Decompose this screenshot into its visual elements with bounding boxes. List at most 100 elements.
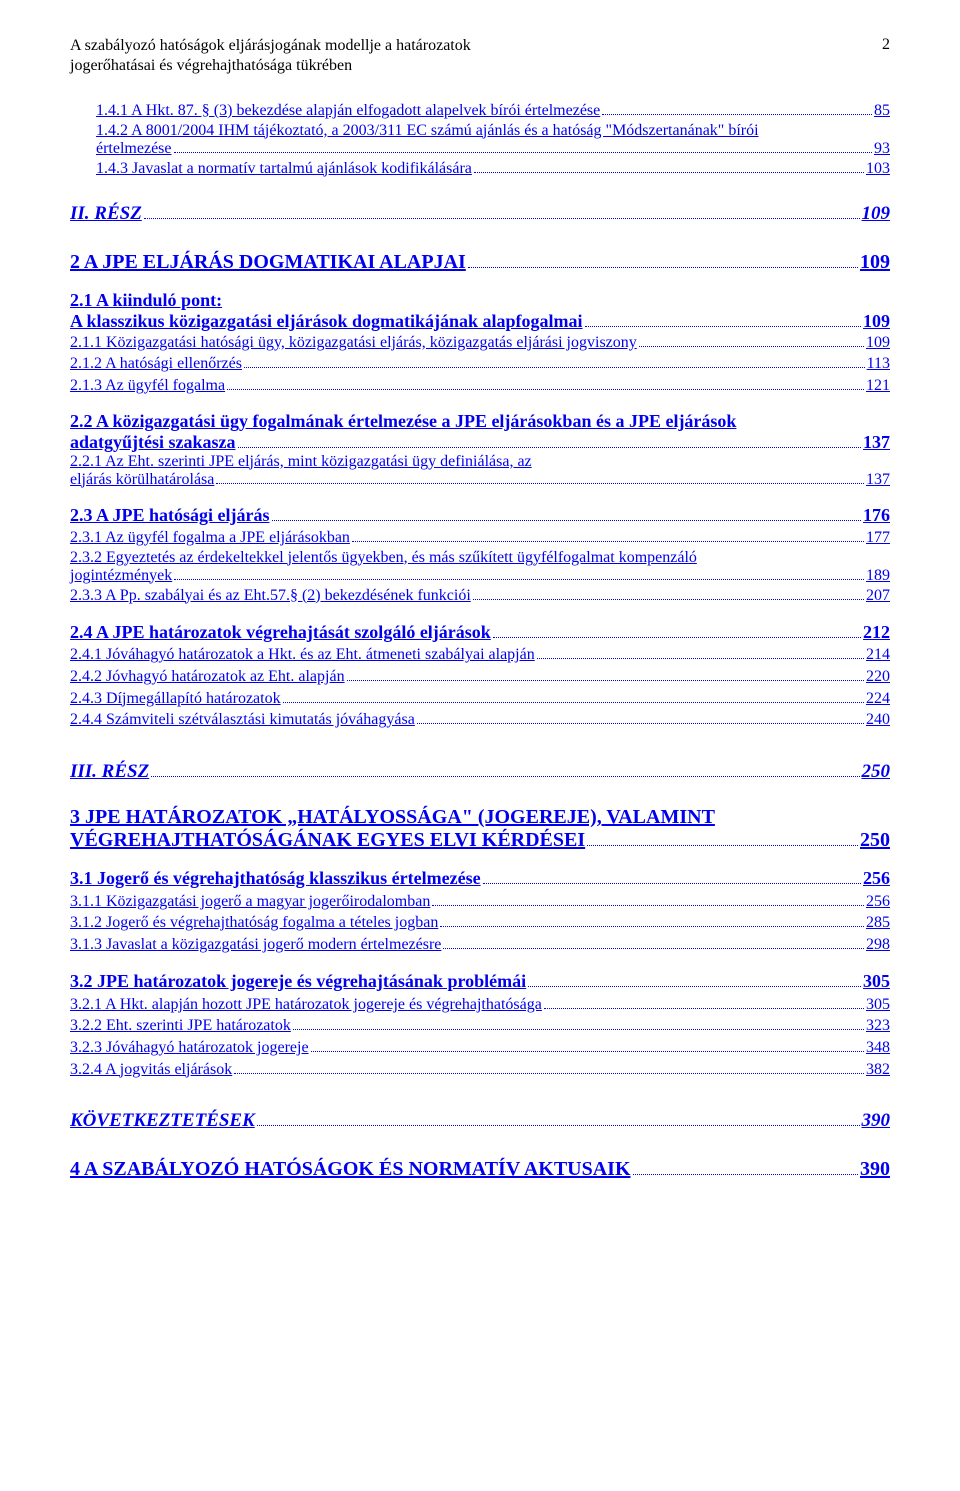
toc-link[interactable]: 2.2 A közigazgatási ügy fogalmának értel… [70, 411, 890, 432]
toc-entry: 3.2.3 Jóváhagyó határozatok jogereje 348 [70, 1037, 890, 1059]
toc-page[interactable]: 390 [860, 1156, 890, 1183]
toc-link[interactable]: 2.4.4 Számviteli szétválasztási kimutatá… [70, 709, 415, 731]
toc-page[interactable]: 189 [866, 567, 890, 585]
toc-page[interactable]: 390 [862, 1108, 891, 1134]
toc-link[interactable]: 3.2.2 Eht. szerinti JPE határozatok [70, 1015, 291, 1037]
toc-link[interactable]: 3.2.4 A jogvitás eljárások [70, 1059, 232, 1081]
toc-page[interactable]: 285 [866, 912, 890, 934]
toc-link[interactable]: 2.1.3 Az ügyfél fogalma [70, 375, 225, 397]
toc-leader [537, 658, 864, 659]
toc-link[interactable]: 1.4.3 Javaslat a normatív tartalmú ajánl… [96, 158, 472, 180]
toc-link[interactable]: 2.4.1 Jóváhagyó határozatok a Hkt. és az… [70, 644, 535, 666]
toc-link[interactable]: 2.3 A JPE hatósági eljárás [70, 503, 270, 527]
toc-leader [440, 926, 864, 927]
toc-link[interactable]: 2.3.1 Az ügyfél fogalma a JPE eljárásokb… [70, 527, 350, 549]
toc-link[interactable]: II. RÉSZ [70, 201, 142, 227]
toc-page[interactable]: 348 [866, 1037, 890, 1059]
toc-page[interactable]: 177 [866, 527, 890, 549]
toc-page[interactable]: 220 [866, 666, 890, 688]
toc-entry: 2.4.1 Jóváhagyó határozatok a Hkt. és az… [70, 644, 890, 666]
toc-link[interactable]: 2.1 A kiinduló pont: [70, 290, 890, 311]
header-title-line1: A szabályozó hatóságok eljárásjogának mo… [70, 36, 471, 56]
toc-link[interactable]: 2 A JPE ELJÁRÁS DOGMATIKAI ALAPJAI [70, 249, 466, 276]
toc-page[interactable]: 323 [866, 1015, 890, 1037]
toc-page[interactable]: 137 [866, 471, 890, 489]
toc-link[interactable]: adatgyűjtési szakasza [70, 432, 236, 453]
toc-entry: 2.3.2 Egyeztetés az érdekeltekkel jelent… [70, 549, 890, 585]
toc-entry: 2.4.2 Jóvhagyó határozatok az Eht. alapj… [70, 666, 890, 688]
toc-part-heading: II. RÉSZ 109 [70, 201, 890, 227]
toc-link[interactable]: 2.4.3 Díjmegállapító határozatok [70, 688, 281, 710]
toc-page[interactable]: 250 [862, 759, 891, 785]
toc-link[interactable]: 3.1.3 Javaslat a közigazgatási jogerő mo… [70, 934, 441, 956]
toc-link[interactable]: 2.4 A JPE határozatok végrehajtását szol… [70, 620, 491, 644]
toc-page[interactable]: 256 [863, 866, 890, 890]
toc-leader [528, 986, 861, 987]
toc-leader [144, 218, 860, 219]
toc-link[interactable]: KÖVETKEZTETÉSEK [70, 1108, 255, 1134]
toc-page[interactable]: 212 [863, 620, 890, 644]
toc-chapter-heading: 4 A SZABÁLYOZÓ HATÓSÁGOK ÉS NORMATÍV AKT… [70, 1156, 890, 1183]
toc-entry: 2.1.3 Az ügyfél fogalma 121 [70, 375, 890, 397]
toc-page[interactable]: 256 [866, 891, 890, 913]
toc-entry: 2.3.1 Az ügyfél fogalma a JPE eljárásokb… [70, 527, 890, 549]
toc-page[interactable]: 121 [866, 375, 890, 397]
toc-link[interactable]: 3.2.1 A Hkt. alapján hozott JPE határoza… [70, 994, 542, 1016]
toc-link[interactable]: 2.4.2 Jóvhagyó határozatok az Eht. alapj… [70, 666, 345, 688]
toc-page[interactable]: 214 [866, 644, 890, 666]
toc-page[interactable]: 298 [866, 934, 890, 956]
toc-leader [639, 346, 864, 347]
toc-page[interactable]: 109 [860, 249, 890, 276]
toc-page[interactable]: 176 [863, 503, 890, 527]
toc-page[interactable]: 109 [866, 332, 890, 354]
toc-link[interactable]: 2.1.1 Közigazgatási hatósági ügy, köziga… [70, 332, 637, 354]
toc-leader [244, 367, 865, 368]
toc-link[interactable]: értelmezése [96, 140, 172, 158]
toc-link[interactable]: 3.2.3 Jóváhagyó határozatok jogereje [70, 1037, 309, 1059]
toc-page[interactable]: 103 [866, 158, 890, 180]
toc-page[interactable]: 93 [874, 140, 890, 158]
toc-link[interactable]: 1.4.2 A 8001/2004 IHM tájékoztató, a 200… [96, 122, 890, 140]
toc-leader [283, 702, 864, 703]
toc-link[interactable]: 3.2 JPE határozatok jogereje és végrehaj… [70, 969, 526, 993]
toc-leader [473, 599, 864, 600]
toc-link[interactable]: 2.3.3 A Pp. szabályai és az Eht.57.§ (2)… [70, 585, 471, 607]
toc-leader [272, 520, 861, 521]
toc-link[interactable]: 2.1.2 A hatósági ellenőrzés [70, 353, 242, 375]
toc-section-heading: 3.1 Jogerő és végrehajthatóság klassziku… [70, 866, 890, 890]
toc-page[interactable]: 137 [863, 432, 890, 453]
toc-section-heading: 2.4 A JPE határozatok végrehajtását szol… [70, 620, 890, 644]
toc-link[interactable]: 3.1.1 Közigazgatási jogerő a magyar joge… [70, 891, 430, 913]
toc-link[interactable]: 3.1.2 Jogerő és végrehajthatóság fogalma… [70, 912, 438, 934]
toc-link[interactable]: 1.4.1 A Hkt. 87. § (3) bekezdése alapján… [96, 100, 600, 122]
toc-page[interactable]: 305 [863, 969, 890, 993]
toc-page[interactable]: 109 [862, 201, 891, 227]
toc-page[interactable]: 207 [866, 585, 890, 607]
toc-page[interactable]: 109 [863, 311, 890, 332]
toc-entry: 2.4.3 Díjmegállapító határozatok 224 [70, 688, 890, 710]
toc-chapter-heading: 2 A JPE ELJÁRÁS DOGMATIKAI ALAPJAI 109 [70, 249, 890, 276]
toc-link[interactable]: A klasszikus közigazgatási eljárások dog… [70, 311, 583, 332]
toc-leader [347, 680, 864, 681]
toc-link[interactable]: 3.1 Jogerő és végrehajthatóság klassziku… [70, 866, 481, 890]
toc-page[interactable]: 224 [866, 688, 890, 710]
toc-entry: 2.1.1 Közigazgatási hatósági ügy, köziga… [70, 332, 890, 354]
toc-page[interactable]: 382 [866, 1059, 890, 1081]
toc-page[interactable]: 250 [860, 829, 890, 852]
toc-page[interactable]: 240 [866, 709, 890, 731]
toc-page[interactable]: 85 [874, 100, 890, 122]
toc-link[interactable]: 2.2.1 Az Eht. szerinti JPE eljárás, mint… [70, 453, 890, 471]
toc-link[interactable]: 4 A SZABÁLYOZÓ HATÓSÁGOK ÉS NORMATÍV AKT… [70, 1156, 631, 1183]
toc-link[interactable]: 2.3.2 Egyeztetés az érdekeltekkel jelent… [70, 549, 890, 567]
toc-leader [174, 152, 873, 153]
toc-part-heading: KÖVETKEZTETÉSEK 390 [70, 1108, 890, 1134]
toc-link[interactable]: 3 JPE HATÁROZATOK „HATÁLYOSSÁGA" (JOGERE… [70, 806, 890, 829]
toc-entry: 3.1.1 Közigazgatási jogerő a magyar joge… [70, 891, 890, 913]
toc-link[interactable]: III. RÉSZ [70, 759, 149, 785]
toc-link[interactable]: VÉGREHAJTHATÓSÁGÁNAK EGYES ELVI KÉRDÉSEI [70, 829, 585, 852]
toc-page[interactable]: 305 [866, 994, 890, 1016]
toc-entry: 2.1.2 A hatósági ellenőrzés 113 [70, 353, 890, 375]
toc-link[interactable]: eljárás körülhatárolása [70, 471, 214, 489]
toc-link[interactable]: jogintézmények [70, 567, 172, 585]
toc-page[interactable]: 113 [867, 353, 890, 375]
